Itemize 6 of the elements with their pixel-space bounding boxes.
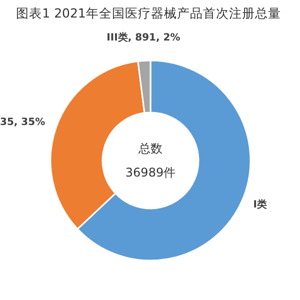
slice-label: I类 — [253, 198, 268, 210]
data-label: 35, 35% — [0, 117, 46, 128]
text: 36989件 — [125, 166, 176, 180]
slice-label: III类, 891, 2% — [106, 32, 180, 44]
chart-title: 图表1 2021年全国医疗器械产品首次注册总量 — [16, 6, 281, 20]
text: 总数 — [138, 142, 162, 156]
